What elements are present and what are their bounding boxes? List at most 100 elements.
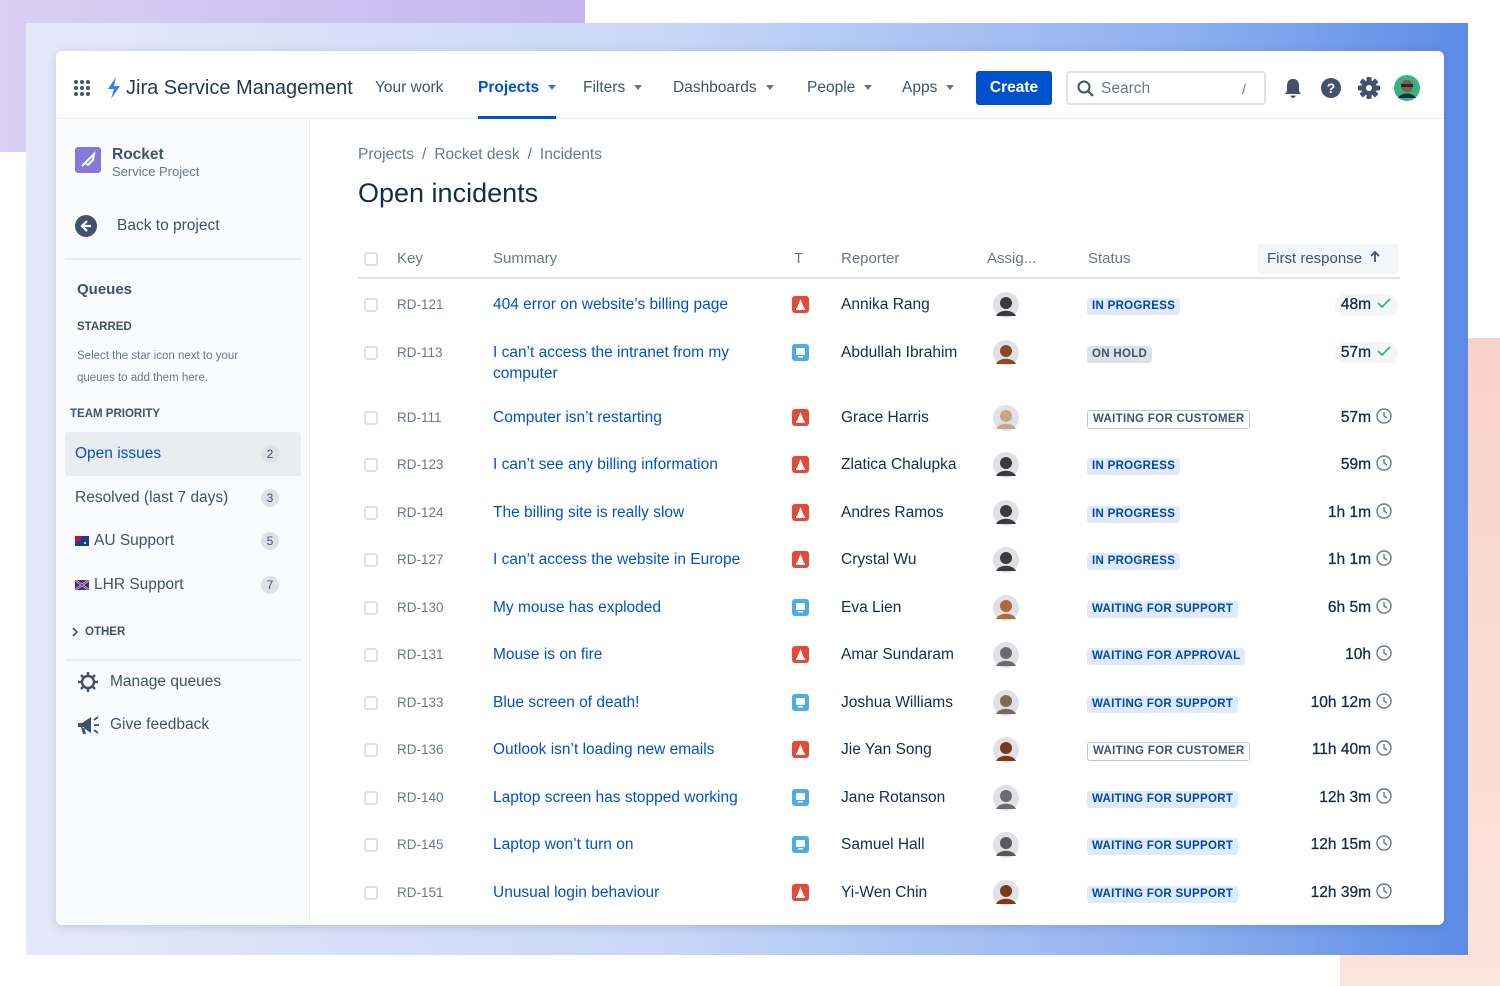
table-row[interactable]: RD-111 Computer isn’t restarting Grace Har… <box>358 396 1400 444</box>
status-lozenge[interactable]: WAITING FOR SUPPORT <box>1087 600 1239 618</box>
column-header[interactable]: T <box>790 240 832 277</box>
other-title[interactable]: OTHER <box>85 626 126 638</box>
status-lozenge[interactable]: WAITING FOR SUPPORT <box>1087 885 1239 903</box>
status-lozenge[interactable]: IN PROGRESS <box>1087 505 1181 523</box>
issue-key[interactable]: RD-133 <box>397 694 444 710</box>
breadcrumb[interactable]: Rocket desk <box>434 146 520 163</box>
issue-summary[interactable]: I can’t access the intranet from my comp… <box>493 343 730 383</box>
issue-summary[interactable]: Outlook isn’t loading new emails <box>493 741 715 758</box>
row-checkbox[interactable] <box>364 458 378 472</box>
search-box[interactable]: Search / <box>1066 71 1266 105</box>
product-name[interactable]: Jira Service Management <box>126 77 353 99</box>
column-header[interactable]: Key <box>396 240 492 277</box>
breadcrumb[interactable]: Projects <box>358 146 414 163</box>
column-header[interactable]: First response <box>1258 240 1400 277</box>
issue-key[interactable]: RD-145 <box>397 837 444 852</box>
queue-item[interactable]: LHR Support 7 <box>65 563 301 607</box>
help-icon[interactable]: ? <box>1320 77 1342 99</box>
table-row[interactable]: RD-121 404 error on website’s billing pag… <box>358 283 1400 331</box>
issue-key[interactable]: RD-131 <box>397 647 444 662</box>
table-row[interactable]: RD-136 Outlook isn’t loading new emails Ji… <box>358 728 1400 776</box>
queue-item[interactable]: Resolved (last 7 days) 3 <box>65 476 301 520</box>
issue-summary[interactable]: Laptop won’t turn on <box>493 836 634 853</box>
issue-summary[interactable]: I can’t access the website in Europe <box>493 551 741 568</box>
row-checkbox[interactable] <box>364 600 378 615</box>
issue-key[interactable]: RD-124 <box>397 504 444 520</box>
table-row[interactable]: RD-123 I can’t see any billing informatio… <box>358 443 1400 491</box>
status-lozenge[interactable]: IN PROGRESS <box>1087 458 1181 475</box>
nav-item[interactable]: Your work <box>375 77 443 119</box>
status-lozenge[interactable]: ON HOLD <box>1087 345 1153 363</box>
breadcrumb[interactable]: Incidents <box>539 146 602 163</box>
status-lozenge[interactable]: WAITING FOR SUPPORT <box>1087 838 1239 855</box>
issue-key[interactable]: RD-127 <box>397 552 444 567</box>
queue-item[interactable]: Open issues 2 <box>65 432 301 476</box>
status-lozenge[interactable]: WAITING FOR CUSTOMER <box>1087 409 1251 429</box>
issue-key[interactable]: RD-121 <box>397 297 444 312</box>
profile-avatar[interactable] <box>1394 75 1420 101</box>
table-row[interactable]: RD-130 My mouse has exploded Eva Lien WAITI… <box>358 586 1400 634</box>
issue-summary[interactable]: Laptop screen has stopped working <box>493 788 738 806</box>
row-checkbox[interactable] <box>364 790 378 805</box>
issue-summary[interactable]: Blue screen of death! <box>493 693 640 711</box>
issue-key[interactable]: RD-151 <box>397 884 444 900</box>
row-checkbox[interactable] <box>364 505 378 520</box>
issue-key[interactable]: RD-130 <box>397 599 444 615</box>
notifications-icon[interactable] <box>1282 77 1304 99</box>
queue-item[interactable]: AU Support 5 <box>65 519 301 563</box>
table-row[interactable]: RD-131 Mouse is on fire Amar Sundaram WAITI… <box>358 633 1400 681</box>
nav-item[interactable]: Apps <box>902 77 955 119</box>
column-header[interactable]: Assig... <box>987 240 1080 277</box>
status-lozenge[interactable]: IN PROGRESS <box>1087 298 1181 315</box>
issue-key[interactable]: RD-123 <box>397 457 444 472</box>
nav-item[interactable]: Dashboards <box>673 77 774 119</box>
column-header[interactable]: Summary <box>492 240 790 277</box>
table-row[interactable]: RD-133 Blue screen of death! Joshua Willia… <box>358 681 1400 729</box>
row-checkbox[interactable] <box>364 553 378 567</box>
settings-icon[interactable] <box>1358 77 1380 99</box>
feedback-link[interactable]: Give feedback <box>110 716 210 733</box>
table-row[interactable]: RD-127 I can’t access the website in Euro… <box>358 538 1400 586</box>
table-row[interactable]: RD-140 Laptop screen has stopped working J… <box>358 776 1400 824</box>
status-lozenge[interactable]: WAITING FOR SUPPORT <box>1087 695 1239 713</box>
issue-summary[interactable]: Mouse is on fire <box>493 646 603 663</box>
table-row[interactable]: RD-124 The billing site is really slow And… <box>358 491 1400 539</box>
status-lozenge[interactable]: WAITING FOR SUPPORT <box>1087 790 1239 808</box>
issue-key[interactable]: RD-113 <box>397 344 443 360</box>
issue-summary[interactable]: The billing site is really slow <box>493 503 685 521</box>
status-lozenge[interactable]: WAITING FOR APPROVAL <box>1087 648 1246 665</box>
project-name[interactable]: Rocket <box>112 146 164 163</box>
nav-item[interactable]: Filters <box>583 77 643 119</box>
row-checkbox[interactable] <box>364 743 378 757</box>
manage-queues-link[interactable]: Manage queues <box>110 673 222 690</box>
issue-key[interactable]: RD-140 <box>397 789 444 805</box>
row-checkbox[interactable] <box>364 838 378 852</box>
expand-chevron[interactable] <box>71 627 79 637</box>
column-header[interactable]: Reporter <box>832 240 987 277</box>
select-all-checkbox[interactable] <box>364 252 378 266</box>
issue-summary[interactable]: Unusual login behaviour <box>493 883 660 901</box>
back-link[interactable]: Back to project <box>117 217 220 234</box>
issue-key[interactable]: RD-111 <box>397 409 442 425</box>
issue-summary[interactable]: 404 error on website’s billing page <box>493 296 728 313</box>
row-checkbox[interactable] <box>364 298 378 312</box>
table-row[interactable]: RD-113 I can’t access the intranet from m… <box>358 331 1400 396</box>
create-button[interactable]: Create <box>976 71 1052 105</box>
status-lozenge[interactable]: WAITING FOR CUSTOMER <box>1087 742 1251 761</box>
row-checkbox[interactable] <box>364 410 378 425</box>
row-checkbox[interactable] <box>364 345 378 360</box>
nav-item[interactable]: People <box>807 77 873 119</box>
issue-key[interactable]: RD-136 <box>397 742 444 757</box>
status-lozenge[interactable]: IN PROGRESS <box>1087 553 1181 570</box>
column-header[interactable]: Status <box>1080 240 1258 277</box>
issue-summary[interactable]: I can’t see any billing information <box>493 456 718 473</box>
table-row[interactable]: RD-151 Unusual login behaviour Yi-Wen Chin… <box>358 871 1400 919</box>
nav-item[interactable]: Projects <box>478 77 557 119</box>
logo[interactable] <box>106 77 122 99</box>
row-checkbox[interactable] <box>364 648 378 662</box>
row-checkbox[interactable] <box>364 885 378 900</box>
row-checkbox[interactable] <box>364 695 378 710</box>
issue-summary[interactable]: Computer isn’t restarting <box>493 408 662 426</box>
back-icon[interactable] <box>75 215 97 237</box>
issue-summary[interactable]: My mouse has exploded <box>493 598 662 616</box>
